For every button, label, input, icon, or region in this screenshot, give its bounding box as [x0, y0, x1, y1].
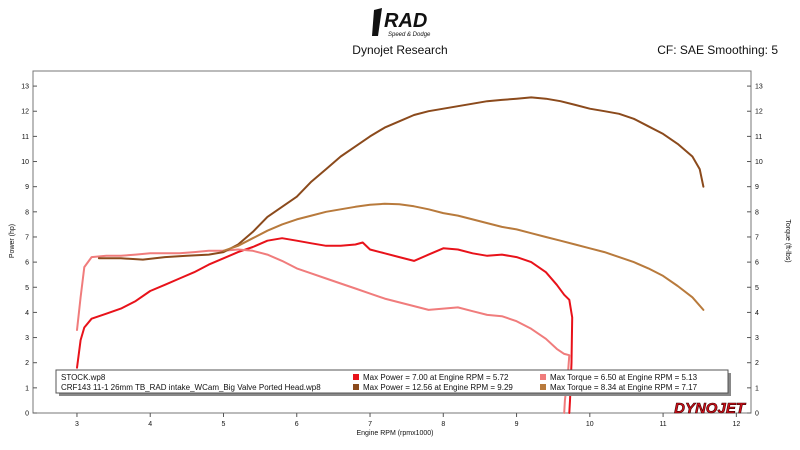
y-tick-label-left: 5 — [25, 285, 29, 292]
y-axis-label-left: Power (hp) — [9, 224, 16, 258]
x-tick-label: 12 — [732, 421, 740, 428]
series-line-stock-power — [76, 237, 574, 414]
legend-entry-mod-power: Max Power = 12.56 at Engine RPM = 9.29 — [353, 383, 513, 392]
series-line-stock-torque — [76, 248, 571, 414]
y-tick-label-right: 5 — [755, 285, 759, 292]
legend-swatch — [353, 374, 359, 380]
y-tick-label-right: 8 — [755, 209, 759, 216]
legend-text: Max Power = 12.56 at Engine RPM = 9.29 — [363, 383, 513, 392]
y-tick-label-left: 0 — [25, 411, 29, 418]
y-tick-label-right: 4 — [755, 310, 759, 317]
y-tick-label-right: 2 — [755, 360, 759, 367]
rad-logo: RAD Speed & Dodge — [372, 8, 431, 38]
legend-entry-mod-torque: Max Torque = 8.34 at Engine RPM = 7.17 — [540, 383, 698, 392]
legend-file-stock: STOCK.wp8 — [61, 373, 106, 382]
y-tick-label-right: 3 — [755, 335, 759, 342]
y-tick-label-right: 7 — [755, 234, 759, 241]
x-tick-label: 4 — [148, 421, 152, 428]
series-line-mod-torque — [222, 202, 705, 311]
x-axis-label: Engine RPM (rpmx1000) — [356, 430, 433, 437]
y-tick-label-left: 11 — [22, 134, 29, 141]
y-tick-label-right: 9 — [755, 184, 759, 191]
y-tick-label-left: 10 — [21, 159, 29, 166]
y-tick-label-right: 10 — [755, 159, 763, 166]
y-tick-label-left: 6 — [25, 260, 29, 267]
y-tick-label-left: 3 — [25, 335, 29, 342]
y-tick-label-left: 8 — [25, 209, 29, 216]
y-tick-label-right: 6 — [755, 260, 759, 267]
y-tick-label-left: 1 — [25, 385, 29, 392]
x-tick-label: 8 — [441, 421, 445, 428]
x-tick-label: 5 — [222, 421, 226, 428]
dynojet-logo-text: DYNOJET — [674, 400, 747, 417]
x-tick-label: 6 — [295, 421, 299, 428]
y-tick-label-right: 13 — [755, 84, 763, 91]
y-tick-label-left: 2 — [25, 360, 29, 367]
legend: STOCK.wp8 CRF143 11-1 26mm TB_RAD intake… — [55, 369, 731, 396]
series-lines — [76, 96, 705, 414]
legend-entry-stock-torque: Max Torque = 6.50 at Engine RPM = 5.13 — [540, 373, 698, 382]
y-tick-label-left: 12 — [21, 109, 29, 116]
y-axis-label-right: Torque (ft-lbs) — [784, 219, 791, 262]
correction-factor: CF: SAE Smoothing: 5 — [657, 43, 778, 57]
y-tick-label-left: 7 — [25, 234, 29, 241]
header-title: Dynojet Research — [352, 43, 448, 57]
y-tick-label-left: 13 — [21, 84, 29, 91]
y-tick-label-right: 0 — [755, 411, 759, 418]
x-tick-label: 7 — [368, 421, 372, 428]
legend-text: Max Torque = 6.50 at Engine RPM = 5.13 — [550, 373, 698, 382]
legend-swatch — [540, 384, 546, 390]
logo-text: RAD — [384, 10, 427, 32]
legend-swatch — [353, 384, 359, 390]
legend-swatch — [540, 374, 546, 380]
y-tick-label-left: 9 — [25, 184, 29, 191]
logo-swoosh-icon — [372, 8, 382, 36]
legend-text: Max Torque = 8.34 at Engine RPM = 7.17 — [550, 383, 698, 392]
legend-entry-stock-power: Max Power = 7.00 at Engine RPM = 5.72 — [353, 373, 509, 382]
x-tick-label: 11 — [659, 421, 666, 428]
legend-text: Max Power = 7.00 at Engine RPM = 5.72 — [363, 373, 509, 382]
y-tick-label-right: 1 — [755, 385, 759, 392]
logo-subtext: Speed & Dodge — [388, 32, 431, 38]
y-tick-label-right: 12 — [755, 109, 763, 116]
y-tick-label-left: 4 — [25, 310, 29, 317]
x-tick-label: 9 — [515, 421, 519, 428]
dynojet-logo: DYNOJET — [674, 400, 747, 418]
legend-box — [55, 369, 729, 394]
plot-frame — [32, 70, 752, 414]
x-tick-label: 3 — [75, 421, 79, 428]
x-tick-label: 10 — [586, 421, 594, 428]
y-tick-label-right: 11 — [755, 134, 762, 141]
legend-file-modified: CRF143 11-1 26mm TB_RAD intake_WCam_Big … — [61, 383, 321, 392]
